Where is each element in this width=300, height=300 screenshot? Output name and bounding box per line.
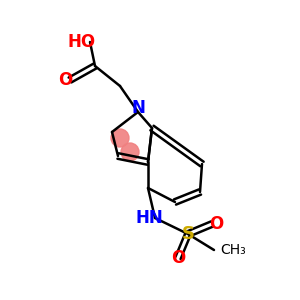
Circle shape	[111, 129, 129, 147]
Text: O: O	[209, 215, 223, 233]
Text: HN: HN	[135, 209, 163, 227]
Text: O: O	[171, 249, 185, 267]
Text: N: N	[131, 99, 145, 117]
Text: O: O	[58, 71, 72, 89]
Text: S: S	[182, 225, 194, 243]
Text: CH₃: CH₃	[220, 243, 246, 257]
Circle shape	[121, 143, 139, 161]
Text: HO: HO	[68, 33, 96, 51]
